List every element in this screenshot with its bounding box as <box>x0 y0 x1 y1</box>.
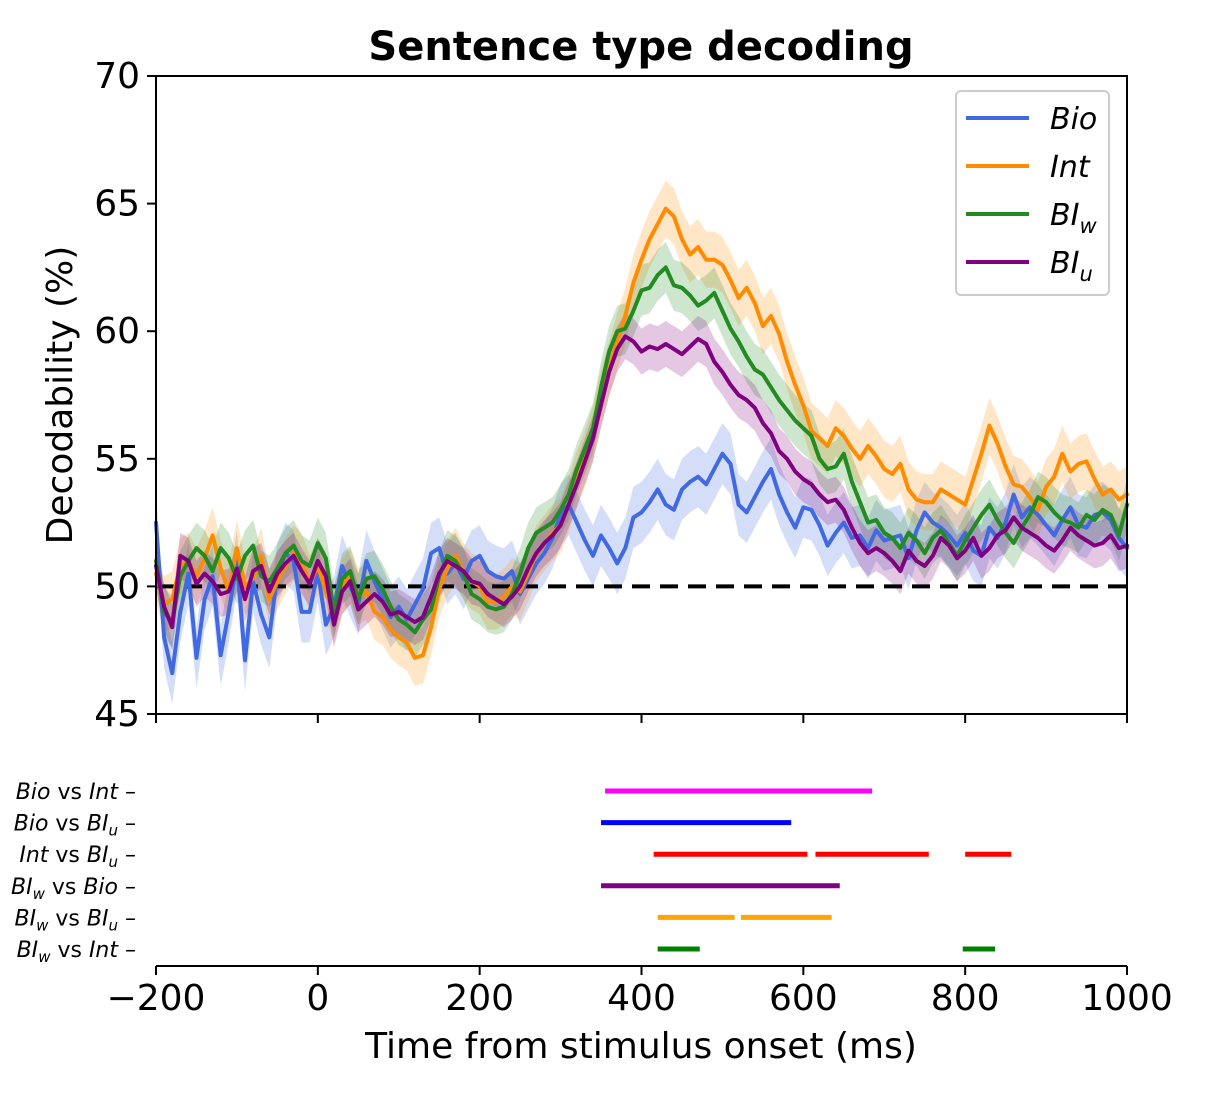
legend-box <box>955 90 1110 296</box>
chart-title: Sentence type decoding <box>368 24 913 70</box>
significance-row: BIw vs BIu – <box>15 906 832 934</box>
main-x-ticks <box>155 714 1128 723</box>
y-tick-label: 70 <box>94 56 140 97</box>
significance-panel: Bio vs Int – Bio vs BIu – Int vs BIu – BIw … <box>11 780 1173 1067</box>
y-tick-label: 50 <box>94 566 140 607</box>
significance-row: BIw vs Int – <box>17 938 996 966</box>
comparison-label: Bio vs BIu – <box>14 812 136 840</box>
line-bi-w <box>154 265 1129 635</box>
significance-row: Bio vs Int – <box>16 780 873 805</box>
y-tick-label: 60 <box>94 311 140 352</box>
band-bio <box>156 423 1127 704</box>
band-int <box>156 180 1127 686</box>
x-axis-ticks: −200 0 200 400 600 800 1000 <box>107 966 1173 1019</box>
comparison-label: BIw vs Bio – <box>11 875 136 903</box>
y-tick-label: 65 <box>94 184 140 225</box>
comparison-label: BIw vs BIu – <box>15 906 136 934</box>
x-axis-label: Time from stimulus onset (ms) <box>364 1026 917 1067</box>
significance-row: BIw vs Bio – <box>11 875 840 903</box>
significance-row: Int vs BIu – <box>19 843 1012 871</box>
x-tick-label: 800 <box>931 978 1000 1019</box>
x-tick-label: 600 <box>769 978 838 1019</box>
band-bi-u <box>156 313 1127 651</box>
significance-row: Bio vs BIu – <box>14 812 792 840</box>
series-lines <box>154 206 1129 676</box>
y-axis-ticks: 45 50 55 60 65 70 <box>94 56 156 735</box>
x-tick-label: 400 <box>607 978 676 1019</box>
significance-rows: Bio vs Int – Bio vs BIu – Int vs BIu – BIw … <box>11 780 1012 966</box>
comparison-label: Bio vs Int – <box>16 780 136 805</box>
legend-label: Bio <box>1050 102 1097 137</box>
legend-label: Int <box>1050 150 1091 185</box>
line-bi-u <box>154 334 1129 630</box>
x-tick-label: −200 <box>107 978 206 1019</box>
y-tick-label: 55 <box>94 439 140 480</box>
x-tick-label: 200 <box>445 978 514 1019</box>
comparison-label: Int vs BIu – <box>19 843 136 871</box>
x-tick-label: 0 <box>306 978 329 1019</box>
y-axis-label: Decodability (%) <box>40 246 81 545</box>
comparison-label: BIw vs Int – <box>17 938 136 966</box>
x-tick-label: 1000 <box>1081 978 1173 1019</box>
y-tick-label: 45 <box>94 694 140 735</box>
